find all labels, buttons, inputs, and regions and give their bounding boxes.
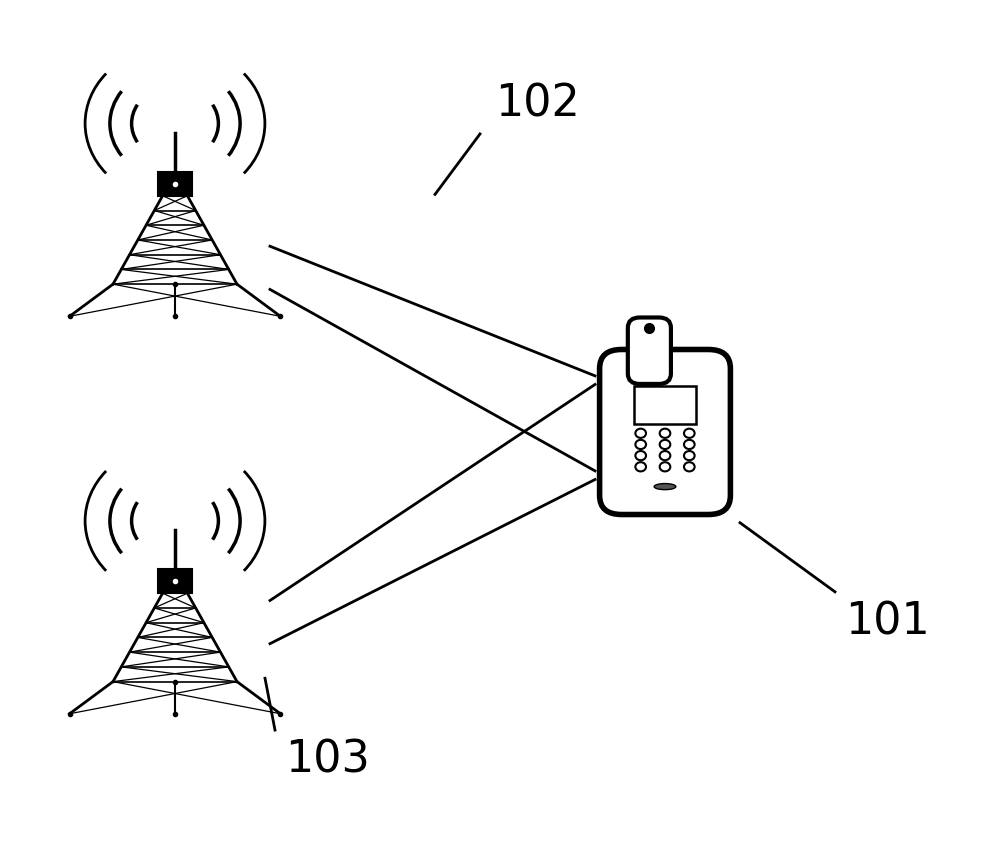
Circle shape (684, 440, 695, 449)
FancyBboxPatch shape (628, 317, 671, 384)
Circle shape (635, 451, 646, 461)
Text: 101: 101 (845, 600, 930, 644)
Text: 103: 103 (285, 739, 370, 782)
Circle shape (660, 429, 670, 438)
Circle shape (660, 462, 670, 472)
Circle shape (635, 440, 646, 449)
Circle shape (660, 451, 670, 461)
Circle shape (684, 451, 695, 461)
Circle shape (684, 429, 695, 438)
Circle shape (660, 440, 670, 449)
Bar (158, 172, 192, 196)
FancyBboxPatch shape (600, 350, 730, 515)
Circle shape (635, 429, 646, 438)
Text: 102: 102 (495, 82, 580, 125)
Ellipse shape (654, 484, 676, 490)
Bar (634, 386, 696, 424)
Ellipse shape (648, 374, 662, 380)
Circle shape (684, 462, 695, 472)
Circle shape (635, 462, 646, 472)
Bar (158, 569, 192, 594)
